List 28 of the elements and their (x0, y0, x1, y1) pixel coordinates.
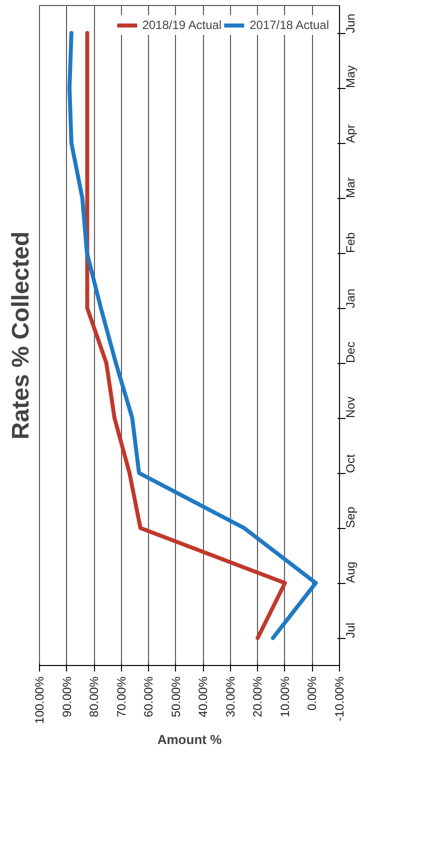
x-tick-label: 30.00% (223, 676, 238, 718)
y-tick-label: Mar (344, 177, 358, 198)
y-tick-label: Dec (344, 342, 358, 363)
y-tick-label: Jan (344, 288, 358, 308)
y-tick-label: Jul (344, 622, 358, 638)
y-tick-label: Jun (344, 14, 358, 33)
x-tick-label: 80.00% (87, 676, 102, 718)
x-tick-label: 70.00% (114, 676, 128, 718)
y-tick-label: Apr (344, 124, 358, 143)
legend-label: 2018/19 Actual (142, 18, 222, 32)
x-tick-label: 50.00% (168, 676, 183, 718)
x-tick-label: 40.00% (196, 676, 210, 718)
legend-label: 2017/18 Actual (250, 18, 329, 32)
y-tick-label: May (344, 65, 358, 88)
y-tick-label: Feb (344, 232, 358, 253)
text: Rates % Collected (8, 231, 34, 440)
x-tick-label: 0.00% (305, 676, 320, 711)
x-axis-title: Amount % (157, 732, 222, 747)
x-tick-label: 10.00% (278, 676, 292, 718)
y-tick-label: Sep (344, 506, 358, 528)
x-tick-label: -10.00% (332, 676, 346, 722)
y-tick-label: Oct (344, 454, 358, 473)
y-tick-label: Nov (344, 396, 358, 418)
x-tick-label: 100.00% (32, 676, 46, 724)
x-tick-label: 20.00% (250, 676, 265, 718)
y-tick-label: Aug (344, 562, 358, 583)
x-tick-label: 90.00% (60, 676, 74, 718)
x-tick-label: 60.00% (142, 676, 156, 718)
